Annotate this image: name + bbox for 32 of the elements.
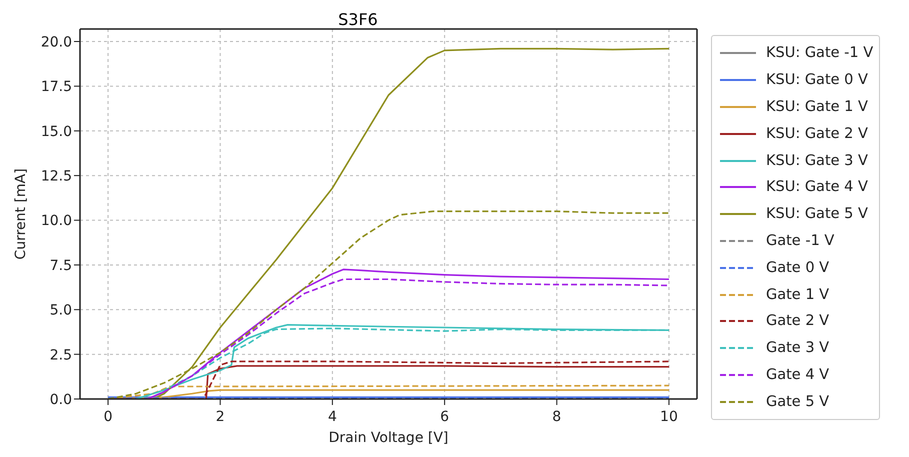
x-tick-label: 2 xyxy=(216,409,225,425)
x-tick-label: 4 xyxy=(328,409,337,425)
y-tick-label: 17.5 xyxy=(40,79,72,96)
x-tick-label: 0 xyxy=(104,409,113,425)
y-tick-label: 10.0 xyxy=(40,213,72,230)
legend-label: Gate 5 V xyxy=(766,394,830,410)
legend-label: KSU: Gate 3 V xyxy=(766,152,868,169)
legend-label: KSU: Gate 0 V xyxy=(766,72,868,88)
legend-label: KSU: Gate 5 V xyxy=(766,206,868,222)
y-tick-label: 15.0 xyxy=(40,124,72,140)
legend-label: Gate 0 V xyxy=(766,260,830,276)
legend-label: KSU: Gate -1 V xyxy=(766,45,874,62)
legend-label: KSU: Gate 1 V xyxy=(766,98,868,115)
legend-label: KSU: Gate 4 V xyxy=(766,179,868,196)
legend-label: Gate 3 V xyxy=(766,340,830,356)
legend-label: Gate -1 V xyxy=(766,232,834,249)
legend-label: Gate 4 V xyxy=(766,366,830,383)
y-tick-label: 0.0 xyxy=(50,392,72,408)
y-tick-label: 20.0 xyxy=(40,34,72,50)
legend-label: Gate 1 V xyxy=(766,286,830,303)
y-tick-label: 12.5 xyxy=(40,168,72,185)
y-tick-label: 7.5 xyxy=(50,258,72,274)
x-tick-label: 8 xyxy=(552,409,562,425)
y-tick-label: 2.5 xyxy=(50,347,72,364)
x-axis-title: Drain Voltage [V] xyxy=(328,430,448,446)
y-tick-label: 5.0 xyxy=(50,302,72,319)
x-tick-label: 10 xyxy=(660,409,678,425)
legend-label: Gate 2 V xyxy=(766,313,830,330)
legend-label: KSU: Gate 2 V xyxy=(766,126,868,142)
y-axis-title: Current [mA] xyxy=(12,168,29,260)
x-tick-label: 6 xyxy=(440,409,450,425)
chart-title: S3F6 xyxy=(337,10,379,29)
